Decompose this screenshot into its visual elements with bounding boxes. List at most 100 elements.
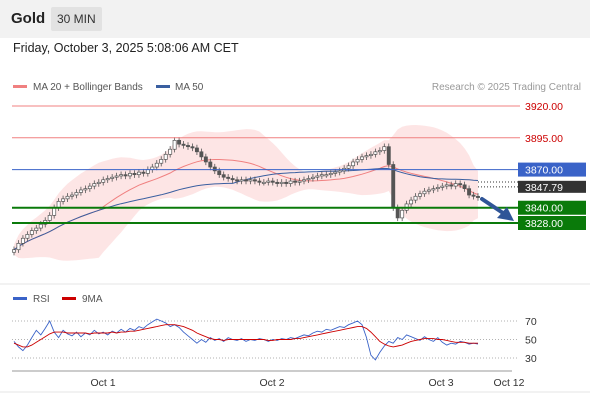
candle-body: [29, 230, 34, 235]
candle-body: [244, 179, 248, 182]
candle-body: [382, 146, 387, 151]
candle-body: [199, 151, 204, 158]
candle-body: [257, 180, 262, 183]
candle-body: [65, 195, 70, 200]
rsi-panel: 70 50 30: [12, 316, 537, 365]
rsi-tick-70: 70: [525, 316, 537, 328]
timeframe-badge[interactable]: 30 MIN: [51, 7, 102, 31]
x-tick-oct2: Oct 2: [259, 377, 284, 389]
candle-body: [373, 151, 378, 155]
legend-ma50: MA 50: [175, 82, 204, 93]
candle-body: [52, 207, 57, 216]
candle-body: [462, 184, 467, 190]
candle-body: [440, 185, 445, 188]
legend-swatch-ma50: [156, 85, 170, 88]
x-tick-oct12: Oct 12: [494, 377, 525, 389]
candle-body: [177, 139, 182, 145]
rsi-ma-line: [13, 324, 478, 348]
candle-body: [476, 195, 480, 198]
candle-body: [261, 181, 266, 184]
datetime-label: Friday, October 3, 2025 5:08:06 AM CET: [13, 41, 239, 55]
legend-ma20: MA 20 + Bollinger Bands: [33, 82, 143, 93]
candle-body: [230, 178, 235, 181]
level-tag-3828.00: [518, 216, 586, 230]
candle-body: [194, 147, 199, 153]
candle-body: [92, 183, 97, 187]
candle-body: [458, 183, 463, 186]
candle-body: [270, 180, 275, 183]
candle-body: [132, 173, 137, 176]
candle-body: [252, 179, 257, 182]
candle-body: [181, 143, 186, 146]
last-price-label: 3847.79: [525, 182, 563, 194]
candle-body: [471, 194, 476, 197]
candle-body: [34, 227, 39, 231]
candle-body: [235, 179, 240, 182]
candle-body: [279, 181, 284, 184]
candle-body: [306, 178, 311, 181]
candle-body: [159, 159, 164, 164]
candle-body: [449, 184, 454, 187]
candle-body: [145, 169, 150, 174]
candle-body: [163, 153, 168, 160]
candle-body: [346, 165, 351, 169]
candle-body: [136, 171, 141, 176]
candle-body: [212, 166, 217, 172]
candle-body: [302, 179, 306, 182]
candle-body: [364, 155, 369, 158]
candle-body: [83, 188, 88, 191]
candle-body: [377, 150, 382, 153]
legend-swatch-ma20: [13, 85, 27, 88]
legend-9ma: 9MA: [82, 294, 103, 305]
candle-body: [409, 199, 414, 205]
candle-body: [239, 179, 244, 182]
candle-body: [47, 215, 52, 221]
research-credit: Research © 2025 Trading Central: [432, 82, 581, 93]
candle-body: [435, 187, 440, 190]
candle-body: [426, 189, 431, 192]
candle-body: [413, 195, 418, 201]
candle-body: [119, 174, 124, 177]
chart-title: Gold: [11, 10, 46, 27]
candle-body: [25, 234, 30, 239]
candle-body: [168, 148, 173, 155]
rsi-tick-30: 30: [525, 353, 537, 365]
candle-body: [203, 156, 208, 163]
candle-body: [355, 159, 360, 163]
candle-body: [400, 209, 405, 219]
candle-body: [319, 174, 324, 177]
candle-body: [248, 179, 253, 182]
candle-body: [217, 170, 222, 176]
bollinger-bands: [14, 125, 478, 261]
level-label-3840.00: 3840.00: [525, 203, 563, 215]
candle-body: [172, 139, 177, 150]
chart-header: Gold 30 MIN: [0, 0, 590, 38]
candle-body: [208, 161, 213, 168]
legend-swatch-9ma: [62, 297, 76, 300]
candle-body: [337, 170, 342, 173]
legend-swatch-rsi: [13, 297, 27, 300]
forecast-arrow-shaft: [480, 197, 505, 215]
level-tag-3870.00: [518, 162, 586, 177]
candle-body: [105, 178, 110, 181]
candle-body: [386, 146, 391, 165]
candle-body: [431, 188, 436, 191]
candle-body: [78, 189, 83, 193]
candle-body: [418, 193, 422, 197]
candle-body: [96, 181, 101, 184]
price-panel: 3920.00 3895.00 3870.00 3840.00 3828.00 3847.…: [12, 101, 586, 261]
x-tick-oct3: Oct 3: [428, 377, 453, 389]
candle-body: [288, 180, 293, 184]
candle-body: [310, 176, 315, 179]
candle-body: [275, 181, 280, 184]
candle-body: [74, 192, 79, 196]
level-label-3895.00: 3895.00: [525, 133, 563, 145]
candle-body: [186, 145, 190, 148]
candle-body: [226, 176, 231, 179]
candle-body: [123, 174, 128, 177]
forecast-arrow-head: [497, 207, 514, 221]
candle-body: [38, 223, 43, 229]
candle-body: [324, 174, 329, 177]
x-tick-oct1: Oct 1: [90, 377, 115, 389]
candle-body: [190, 146, 195, 149]
